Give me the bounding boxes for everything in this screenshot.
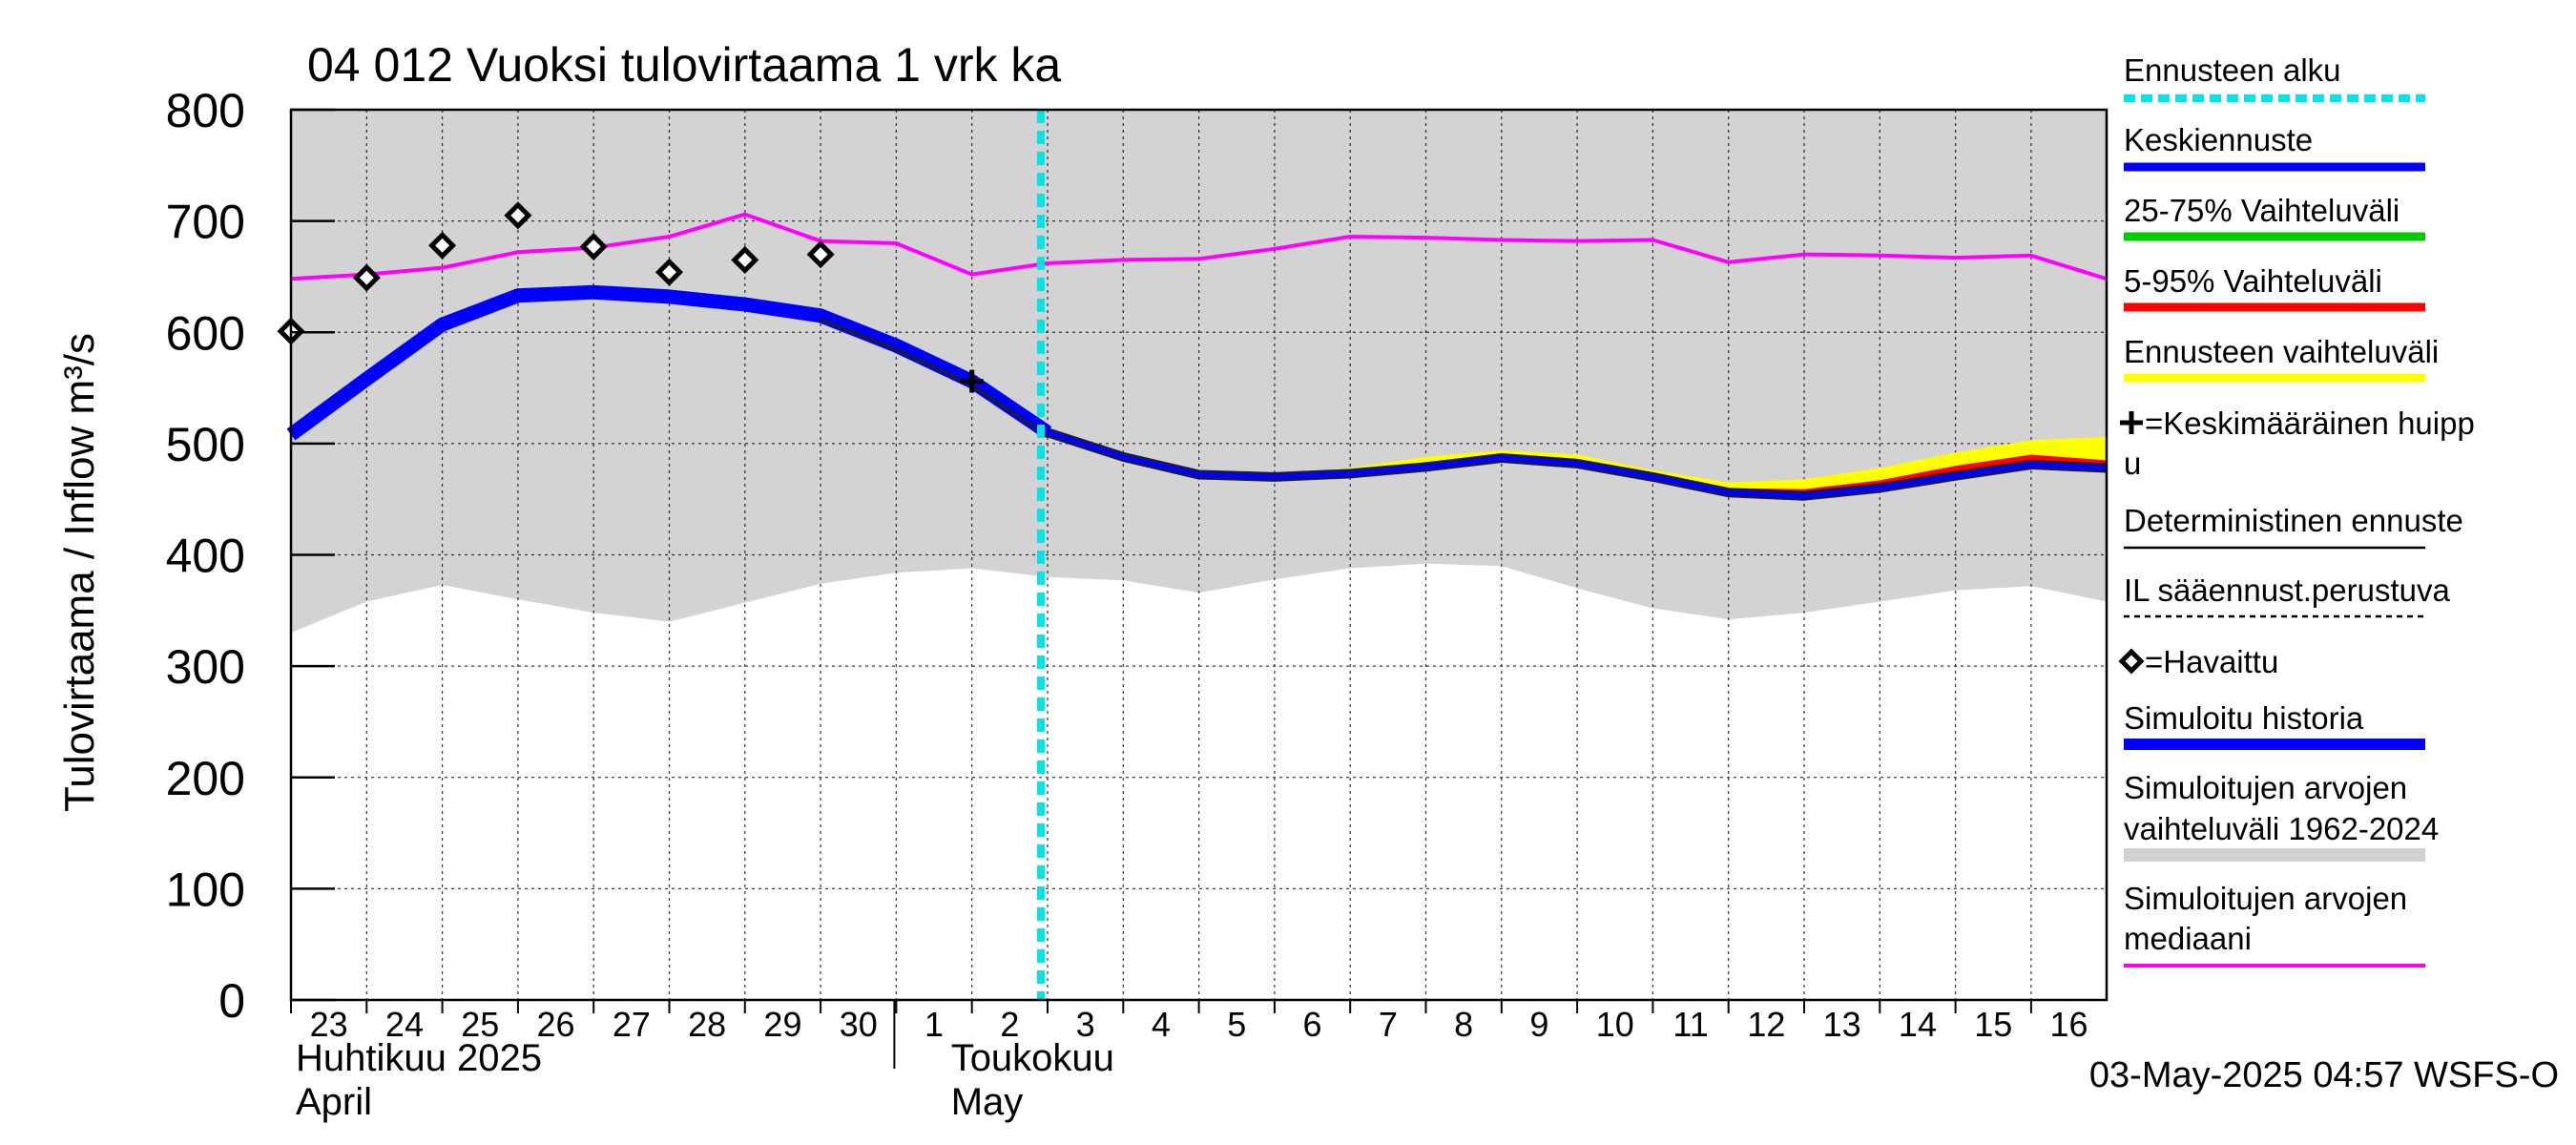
- legend-label-11: Simuloitujen arvojen: [2124, 881, 2407, 916]
- legend-label-7: IL sääennust.perustuva: [2124, 572, 2450, 608]
- observed-point-2: [428, 231, 457, 260]
- observed-point-7: [806, 240, 835, 269]
- legend-label-4: Ennusteen vaihteluväli: [2124, 334, 2439, 369]
- legend-item-2: 25-75% Vaihteluväli: [2124, 193, 2425, 241]
- x-day-label-2: 25: [461, 1005, 499, 1044]
- legend-item-3: 5-95% Vaihteluväli: [2124, 263, 2425, 312]
- legend-item-1: Keskiennuste: [2124, 122, 2425, 172]
- x-day-label-18: 11: [1672, 1005, 1708, 1044]
- y-tick-label-1: 100: [166, 863, 245, 916]
- x-day-label-17: 10: [1596, 1005, 1634, 1044]
- x-day-label-3: 26: [537, 1005, 575, 1044]
- legend-item-7: IL sääennust.perustuva: [2124, 572, 2450, 618]
- legend-label-0: Ennusteen alku: [2124, 52, 2341, 88]
- legend-label-2: 25-75% Vaihteluväli: [2124, 193, 2399, 228]
- observed-point-5: [654, 258, 684, 286]
- y-axis-label: Tulovirtaama / Inflow m³/s: [56, 333, 103, 812]
- month-label-fi-0: Huhtikuu 2025: [296, 1037, 542, 1079]
- legend-label-6: Deterministinen ennuste: [2124, 503, 2463, 538]
- x-day-label-6: 29: [763, 1005, 801, 1044]
- month-label-en-0: April: [296, 1081, 372, 1123]
- y-tick-label-6: 600: [166, 306, 245, 360]
- x-day-label-8: 1: [924, 1005, 944, 1044]
- x-day-label-20: 13: [1823, 1005, 1861, 1044]
- simulated-history-shadow: [820, 317, 1049, 438]
- legend-item-9: Simuloitu historia: [2124, 700, 2425, 750]
- legend-label-5: =Keskimääräinen huipp: [2145, 406, 2475, 441]
- legend-label2-11: mediaani: [2124, 921, 2252, 956]
- month-label-en-1: May: [951, 1081, 1024, 1123]
- legend-label-3: 5-95% Vaihteluväli: [2124, 263, 2382, 299]
- legend-label-10: Simuloitujen arvojen: [2124, 770, 2407, 805]
- y-tick-label-8: 800: [166, 84, 245, 137]
- legend-label-1: Keskiennuste: [2124, 122, 2313, 157]
- month-label-fi-1: Toukokuu: [951, 1037, 1114, 1079]
- x-day-label-14: 7: [1379, 1005, 1398, 1044]
- timestamp-footer: 03-May-2025 04:57 WSFS-O: [2088, 1055, 2559, 1095]
- legend-item-4: Ennusteen vaihteluväli: [2124, 334, 2439, 383]
- x-day-label-4: 27: [613, 1005, 651, 1044]
- observed-point-4: [579, 232, 608, 260]
- legend-item-6: Deterministinen ennuste: [2124, 503, 2463, 550]
- y-tick-label-5: 500: [166, 418, 245, 471]
- simulated-history-line: [286, 284, 1052, 441]
- legend-label2-10: vaihteluväli 1962-2024: [2124, 811, 2439, 846]
- y-tick-label-4: 400: [166, 530, 245, 583]
- y-tick-label-7: 700: [166, 196, 245, 249]
- x-day-label-19: 12: [1747, 1005, 1785, 1044]
- x-day-label-12: 5: [1227, 1005, 1246, 1044]
- x-day-label-21: 14: [1899, 1005, 1937, 1044]
- x-day-label-7: 30: [840, 1005, 878, 1044]
- x-day-label-23: 16: [2050, 1005, 2088, 1044]
- grid: [291, 110, 2107, 1000]
- x-day-label-22: 15: [1974, 1005, 2012, 1044]
- x-day-label-1: 24: [385, 1005, 424, 1044]
- x-day-label-11: 4: [1152, 1005, 1171, 1044]
- x-day-label-15: 8: [1454, 1005, 1473, 1044]
- x-day-label-10: 3: [1076, 1005, 1095, 1044]
- mean-forecast-line: [1047, 429, 2108, 499]
- legend-item-11: Simuloitujen arvojen mediaani: [2124, 881, 2425, 968]
- observed-point-1: [352, 263, 381, 292]
- x-day-label-13: 6: [1303, 1005, 1322, 1044]
- legend-item-0: Ennusteen alku: [2124, 52, 2425, 102]
- mean-peak-marker: [960, 369, 984, 393]
- x-day-label-9: 2: [1000, 1005, 1019, 1044]
- legend-label-8: =Havaittu: [2145, 644, 2278, 679]
- legend-diamond-icon: [2118, 648, 2145, 675]
- legend: Ennusteen alku Keskiennuste 25-75% Vaihtel…: [2118, 52, 2475, 968]
- x-day-label-0: 23: [310, 1005, 348, 1044]
- chart-title: 04 012 Vuoksi tulovirtaama 1 vrk ka: [307, 38, 1061, 92]
- legend-label2-5: u: [2124, 446, 2141, 481]
- observed-point-3: [504, 201, 532, 230]
- legend-label-9: Simuloitu historia: [2124, 700, 2364, 736]
- y-tick-label-0: 0: [218, 974, 245, 1028]
- observed-point-6: [731, 245, 759, 274]
- legend-item-10: Simuloitujen arvojen vaihteluväli 1962-20…: [2124, 770, 2439, 862]
- x-day-label-5: 28: [688, 1005, 726, 1044]
- x-day-label-16: 9: [1529, 1005, 1548, 1044]
- y-tick-label-2: 200: [166, 752, 245, 805]
- y-tick-label-3: 300: [166, 640, 245, 694]
- legend-item-8: =Havaittu: [2118, 644, 2278, 679]
